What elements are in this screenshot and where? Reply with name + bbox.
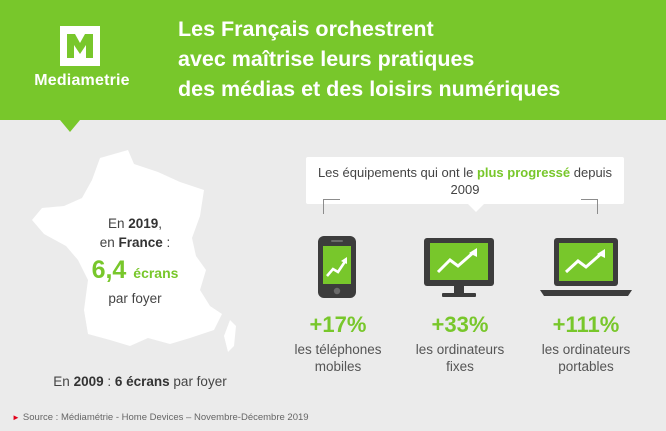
stat-country: France [118,235,163,250]
title-line-1: Les Français orchestrent [178,17,434,41]
mediametrie-logo-mark [60,26,100,66]
device-stat-mobile: +17% les téléphones mobiles [278,312,398,375]
stat-label-line2: fixes [446,359,474,374]
stat-2009-suffix: par foyer [169,374,227,389]
stat-label-line1: les ordinateurs [415,342,505,357]
stat-percent: +111% [552,312,620,337]
smartphone-icon [318,236,356,298]
source-text: Source : Médiamétrie - Home Devices – No… [22,412,309,423]
stat-suffix: : [162,235,171,250]
per-home-label: par foyer [108,291,162,306]
stat-label: les téléphones mobiles [278,341,398,375]
stat-percent: +17% [309,312,367,337]
stat-2009: En 2009 : 6 écrans par foyer [30,374,250,389]
callout-part1: Les équipements qui ont le [317,165,477,180]
france-stat: En 2019, en France : 6,4 écrans par foye… [75,214,195,308]
screens-count: 6,4 [91,256,127,284]
stat-2009-sep: : [103,374,115,389]
stat-label: les ordinateurs fixes [400,341,520,375]
header-banner [0,0,666,120]
logo-wordmark: Mediametrie [34,72,130,89]
mediametrie-logo: Mediametrie [24,26,140,98]
callout-part2: depuis 2009 [450,165,613,197]
stat-label-line2: portables [558,359,614,374]
arrow-right-icon: ► [12,413,20,422]
page-title: Les Français orchestrent avec maîtrise l… [178,14,658,104]
callout-bracket-left [323,199,340,214]
france-map [32,150,236,352]
stat-label-line1: les ordinateurs [541,342,631,357]
source-note: ► Source : Médiamétrie - Home Devices – N… [12,412,309,423]
banner-pointer [60,120,80,132]
france-stat-line2: en France : [75,233,195,252]
device-stat-laptop: +111% les ordinateurs portables [526,312,646,375]
stat-2009-prefix: En [53,374,74,389]
screens-per-home-value: 6,4 écrans [75,254,195,289]
stat-2009-value: 6 écrans [114,374,170,389]
stat-suffix: , [158,216,163,231]
title-line-2: avec maîtrise leurs pratiques [178,47,475,71]
callout-box [306,157,624,204]
stat-percent: +33% [431,312,489,337]
stat-label-line1: les téléphones [294,342,382,357]
laptop-icon [540,238,632,296]
stat-prefix: en [99,235,119,250]
stat-label: les ordinateurs portables [526,341,646,375]
callout-highlight: plus progressé [476,165,571,180]
stat-year: 2019 [128,216,159,231]
france-stat-line1: En 2019, [75,214,195,233]
stat-prefix: En [107,216,129,231]
callout-pointer [468,204,484,212]
callout-bracket-right [581,199,598,214]
title-line-3: des médias et des loisirs numériques [178,77,561,101]
stat-2009-year: 2009 [73,374,104,389]
desktop-monitor-icon [424,238,494,297]
stat-label-line2: mobiles [314,359,362,374]
screens-unit: écrans [133,265,179,281]
device-stat-desktop: +33% les ordinateurs fixes [400,312,520,375]
callout-text: Les équipements qui ont le plus progress… [306,164,624,198]
